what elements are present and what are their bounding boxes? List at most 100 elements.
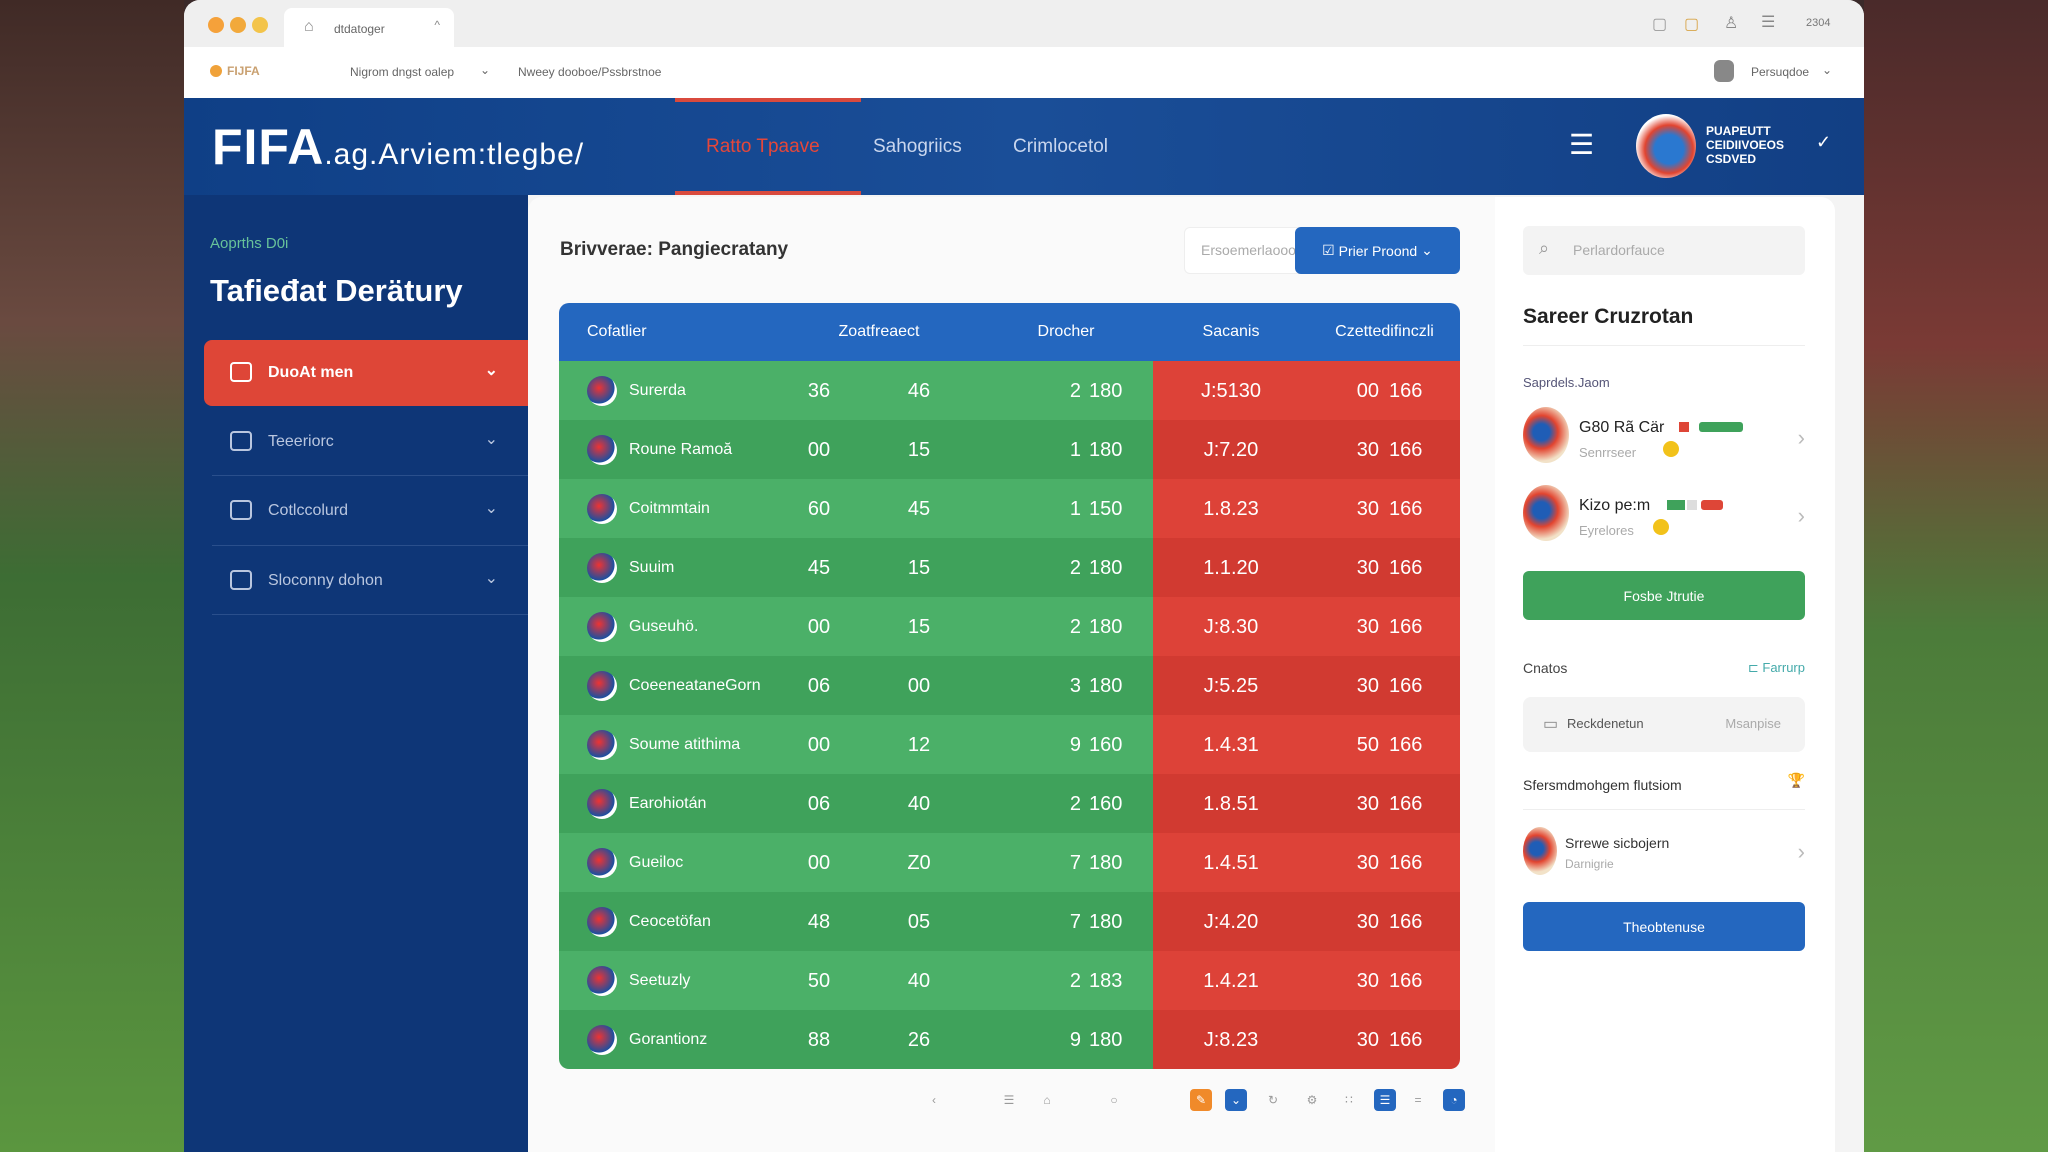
cell: 9 (979, 715, 1089, 774)
hamburger-icon[interactable]: ☰ (1569, 129, 1595, 160)
main-panel: Brivverae: Pangiecratany Ersoemerlaooos⚙… (528, 197, 1495, 1152)
cell: 12 (859, 715, 979, 774)
divider (1523, 809, 1805, 810)
divider (212, 545, 528, 546)
contacts-link[interactable]: ⊏ Farrurp (1747, 660, 1805, 675)
filter-button[interactable]: ☑ Prier Proond ⌄ (1295, 227, 1460, 274)
list-item[interactable]: Srrewe sicbojern Darnigrie › (1495, 827, 1835, 883)
sidebar-item-1[interactable]: DuoAt men ⌄ (204, 340, 528, 406)
browser-tab[interactable]: ⌂ dtdatoger ^ (284, 8, 454, 47)
sidebar-title: Tafieđat Derätury (210, 273, 463, 308)
cell: 30 (1309, 420, 1389, 479)
menu-button[interactable]: ☰ (1374, 1089, 1396, 1111)
site-logo[interactable]: FIFA.ag.Arviem:tlegbe/ (212, 119, 585, 175)
cell: 150 (1089, 479, 1153, 538)
sidebar-item-4[interactable]: Sloconny dohon ⌄ (204, 548, 528, 614)
cell: 7 (979, 833, 1089, 892)
table-row[interactable]: Roune Ramoă 00 15 1 180 J:7.20 30 166 (559, 420, 1461, 479)
address-input[interactable]: Nigrom dngst oalep (350, 65, 455, 79)
cell: 166 (1389, 656, 1461, 715)
cell: 05 (859, 892, 979, 951)
profile-icon[interactable] (1714, 60, 1734, 82)
chevron-down-icon[interactable]: ⌄ (1822, 63, 1833, 77)
edit-button[interactable]: ✎ (1190, 1089, 1212, 1111)
list-icon (230, 362, 252, 382)
cell: 1 (979, 420, 1089, 479)
table-row[interactable]: Earohiotán 06 40 2 160 1.8.51 30 166 (559, 774, 1461, 833)
table-row[interactable]: Gorantionz 88 26 9 180 J:8.23 30 166 (559, 1010, 1461, 1069)
cell: 30 (1309, 656, 1389, 715)
extension-icon[interactable]: ▢ (1684, 16, 1700, 33)
blue-action-button[interactable]: Theobtenuse (1523, 902, 1805, 951)
green-action-button[interactable]: Fosbe Jtrutie (1523, 571, 1805, 620)
tag-button[interactable]: ◔ (1443, 1089, 1465, 1111)
search-input[interactable]: ⌕ Perlardorfauce (1523, 226, 1805, 275)
prev-page-button[interactable]: ‹ (932, 1093, 936, 1107)
table-row[interactable]: CoeeneataneGorn 06 00 3 180 J:5.25 30 16… (559, 656, 1461, 715)
nav-tab-1[interactable]: Ratto Tpaave (706, 136, 820, 157)
image-icon (230, 500, 252, 520)
cell: 3 (979, 656, 1089, 715)
chevron-up-icon[interactable]: ^ (434, 18, 440, 32)
table-row[interactable]: Soume atithima 00 12 9 160 1.4.31 50 166 (559, 715, 1461, 774)
column-header[interactable]: Drocher (979, 303, 1153, 361)
menu-icon[interactable]: ☰ (1761, 14, 1776, 31)
repeat-button[interactable]: ↻ (1267, 1093, 1279, 1107)
team-cell: Gorantionz (559, 1010, 779, 1069)
cell: 180 (1089, 361, 1153, 420)
refresh-button[interactable]: ○ (1110, 1093, 1118, 1107)
cell: 48 (779, 892, 859, 951)
sidebar-item-2[interactable]: Teeeriorc ⌄ (204, 409, 528, 475)
chevron-down-icon: ⌄ (484, 362, 498, 379)
column-header[interactable]: Sacanis (1153, 303, 1309, 361)
list-view-button[interactable]: ☰ (1003, 1093, 1015, 1107)
tab-title: dtdatoger (334, 22, 385, 36)
cell: 1.1.20 (1153, 538, 1309, 597)
equals-button[interactable]: = (1414, 1093, 1422, 1107)
columns-button[interactable]: ∷ (1345, 1093, 1353, 1107)
minimize-window-button[interactable] (230, 17, 246, 33)
table-row[interactable]: Gueiloc 00 Z0 7 180 1.4.51 30 166 (559, 833, 1461, 892)
team-cell: Roune Ramoă (559, 420, 779, 479)
cell: 9 (979, 1010, 1089, 1069)
nav-tab-3[interactable]: Crimlocetol (1013, 136, 1109, 157)
settings-button[interactable]: ⚙ (1306, 1093, 1318, 1107)
profile-menu[interactable]: Persuqdoe (1751, 65, 1810, 79)
column-header[interactable]: Czettedifinczli (1309, 303, 1461, 361)
sidebar-item-3[interactable]: Cotlccolurd ⌄ (204, 478, 528, 544)
down-button[interactable]: ⌄ (1225, 1089, 1247, 1111)
grid-view-button[interactable]: ⌂ (1043, 1093, 1051, 1107)
table-row[interactable]: Surerda 36 46 2 180 J:5130 00 166 (559, 361, 1461, 420)
table-row[interactable]: Guseuhö. 00 15 2 180 J:8.30 30 166 (559, 597, 1461, 656)
team-flag-icon (587, 965, 617, 996)
window-icon[interactable]: ▢ (1652, 16, 1668, 33)
cell: 166 (1389, 774, 1461, 833)
table-row[interactable]: Seetuzly 50 40 2 183 1.4.21 30 166 (559, 951, 1461, 1010)
sidebar-subtitle: Aoprths D0i (210, 235, 289, 252)
cell: 50 (1309, 715, 1389, 774)
column-header[interactable]: Zoatfreaect (779, 303, 979, 361)
user-icon[interactable]: ♙ (1724, 15, 1739, 32)
nav-tab-2[interactable]: Sahogriics (873, 136, 962, 157)
cell: 183 (1089, 951, 1153, 1010)
list-item[interactable]: G80 Rã Cär Senrrseer › (1495, 407, 1835, 471)
chevron-down-icon[interactable]: ⌄ (480, 63, 491, 77)
column-header[interactable]: Cofatlier (559, 303, 779, 361)
team-flag-icon (587, 847, 617, 878)
form-red (1679, 422, 1689, 432)
list-item[interactable]: Kizo pe:m Eyrelores › (1495, 485, 1835, 549)
close-window-button[interactable] (208, 17, 224, 33)
contact-box[interactable]: ▭ Reckdenetun Msanpise (1523, 697, 1805, 752)
chevron-right-icon: › (1797, 425, 1805, 450)
cell: 7 (979, 892, 1089, 951)
cell: 2 (979, 538, 1089, 597)
team-flag-icon (587, 552, 617, 583)
right-panel: ⌕ Perlardorfauce Sareer Cruzrotan Saprdel… (1495, 197, 1835, 1152)
nav-indicator (675, 191, 861, 195)
maximize-window-button[interactable] (252, 17, 268, 33)
table-row[interactable]: Suuim 45 15 2 180 1.1.20 30 166 (559, 538, 1461, 597)
table-row[interactable]: Ceocetöfan 48 05 7 180 J:4.20 30 166 (559, 892, 1461, 951)
pagination: ‹ ☰ ⌂ ○ ✎ ⌄ ↻ ⚙ ∷ ☰ = ◔ (528, 1077, 1495, 1137)
cell: 46 (859, 361, 979, 420)
table-row[interactable]: Coitmmtain 60 45 1 150 1.8.23 30 166 (559, 479, 1461, 538)
